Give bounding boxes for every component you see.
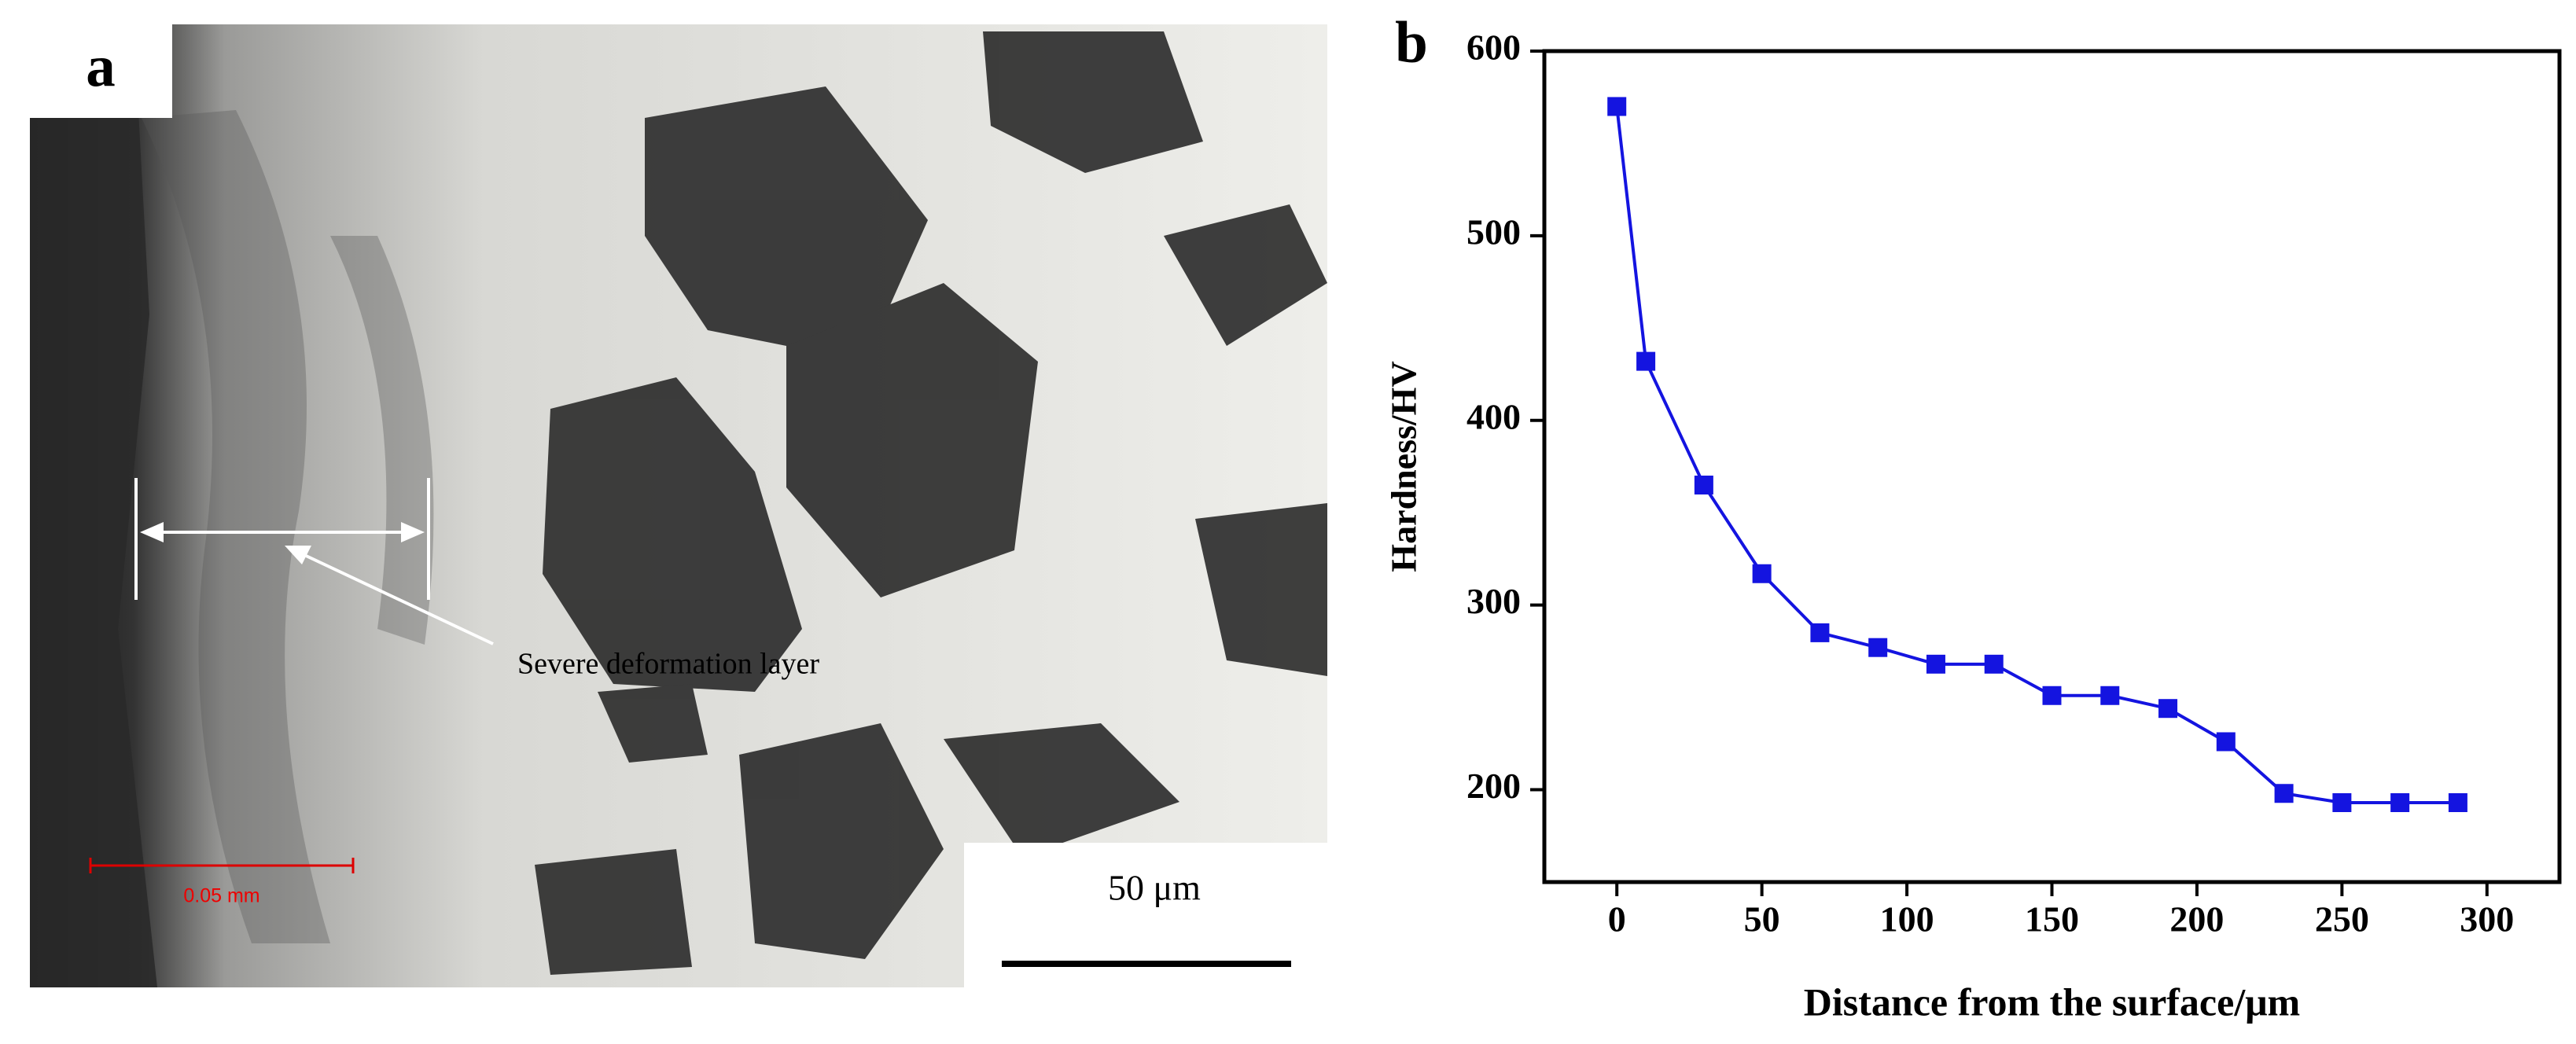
y-tick-label: 500 <box>1466 211 1521 252</box>
y-tick-label: 200 <box>1466 766 1521 806</box>
annotation: Severe deformation layer <box>517 648 819 681</box>
data-point <box>2100 686 2120 705</box>
ruler-label: 0.05 mm <box>183 885 259 907</box>
data-point <box>2332 792 2352 812</box>
data-point <box>1636 351 1656 371</box>
data-point <box>2390 792 2410 812</box>
dark-grains <box>30 24 1327 987</box>
ruler <box>89 858 355 873</box>
data-point <box>2158 699 2178 719</box>
data-point <box>2274 784 2294 803</box>
x-tick-label: 250 <box>2315 899 2369 939</box>
data-point <box>1984 654 2004 674</box>
data-point <box>2448 792 2467 812</box>
x-tick-label: 200 <box>2169 899 2224 939</box>
scale-label: 50 μm <box>1108 868 1201 908</box>
data-point <box>1868 638 1888 657</box>
x-axis-title: Distance from the surface/μm <box>1804 980 2300 1024</box>
micrograph: a Severe deformation layer 0.05 mm 50 μm <box>30 24 1327 987</box>
deformation-texture <box>142 110 434 943</box>
data-line <box>1615 106 2458 804</box>
layer-arrow <box>134 478 494 645</box>
x-tick-label: 300 <box>2460 899 2514 939</box>
data-point <box>1607 97 1627 116</box>
y-tick-label: 300 <box>1466 581 1521 621</box>
panel-label-box <box>30 24 172 118</box>
x-tick-label: 0 <box>1608 899 1626 939</box>
data-point <box>1926 654 1945 674</box>
panel-label: b <box>1395 10 1428 75</box>
data-point <box>1694 475 1713 494</box>
x-tick-label: 50 <box>1744 899 1780 939</box>
data-point <box>1752 564 1772 583</box>
y-tick-label: 600 <box>1466 28 1521 68</box>
y-tick-label: 400 <box>1466 396 1521 436</box>
data-point <box>2042 686 2062 705</box>
data-point <box>2216 732 2236 752</box>
x-tick-label: 100 <box>1880 899 1934 939</box>
data-point <box>1810 623 1830 642</box>
y-axis-title: Hardness/HV <box>1384 361 1424 572</box>
panel-label: a <box>86 34 116 99</box>
x-tick-label: 150 <box>2025 899 2079 939</box>
